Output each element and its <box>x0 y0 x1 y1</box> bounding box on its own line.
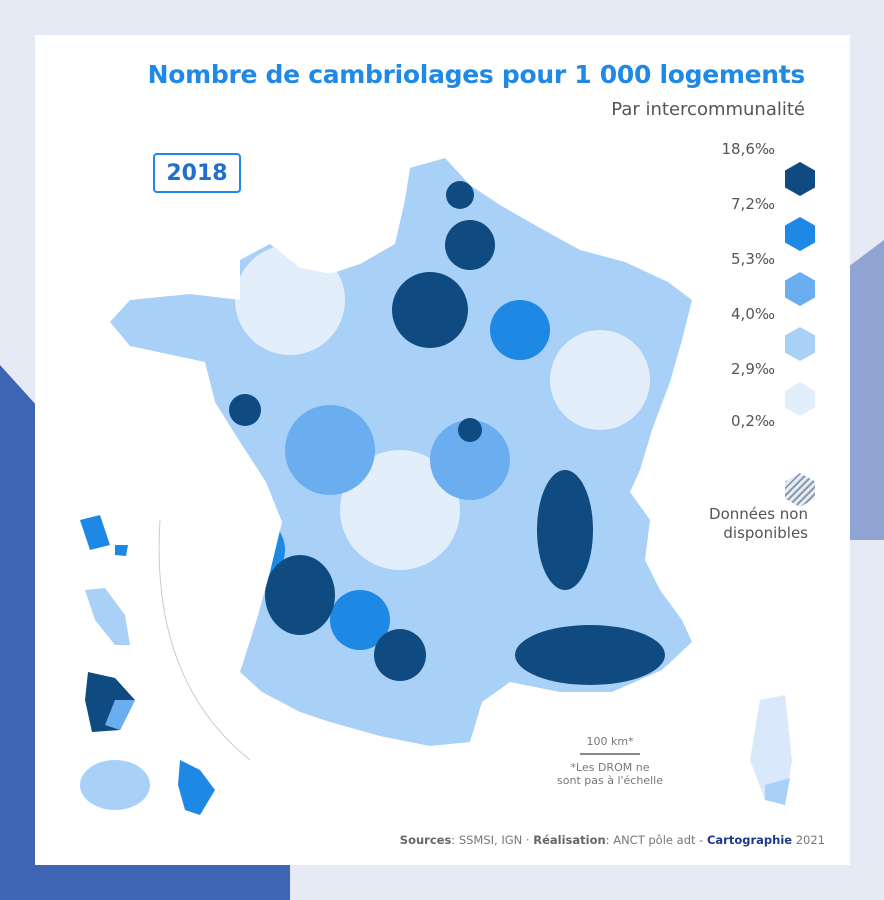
region-dark <box>445 220 495 270</box>
region-bright <box>330 590 390 650</box>
coast-arc <box>158 519 251 761</box>
scale-note: *Les DROM ne <box>570 761 650 774</box>
scale-line <box>580 753 640 755</box>
region-light <box>235 245 345 355</box>
guyane-east <box>105 700 135 730</box>
region-bright <box>490 300 550 360</box>
corsica-south <box>765 778 790 805</box>
region-dark <box>515 625 665 685</box>
la-reunion <box>80 760 150 810</box>
no-data-line: disponibles <box>723 524 808 542</box>
martinique <box>85 588 130 645</box>
region-mid <box>430 420 510 500</box>
scale-note: sont pas à l'échelle <box>557 774 663 787</box>
corsica <box>750 695 792 805</box>
carto-year: 2021 <box>792 833 825 847</box>
legend-break: 7,2‰ <box>731 195 775 213</box>
legend-break: 2,9‰ <box>731 360 775 378</box>
region-dark <box>458 418 482 442</box>
no-data-label: Données non disponibles <box>690 505 808 543</box>
legend-swatch <box>785 217 815 251</box>
guadeloupe <box>80 515 128 556</box>
legend-break: 5,3‰ <box>731 250 775 268</box>
legend-break: 4,0‰ <box>731 305 775 323</box>
no-data-line: Données non <box>709 505 808 523</box>
decorative-side <box>844 240 884 540</box>
realisation-label: Réalisation <box>533 833 606 847</box>
legend-break: 18,6‰ <box>721 140 775 158</box>
region-dark <box>374 629 426 681</box>
sources-credit: Sources: SSMSI, IGN · Réalisation: ANCT … <box>400 833 825 847</box>
legend-break: 0,2‰ <box>731 412 775 430</box>
region-dark <box>229 394 261 426</box>
region-mid <box>285 405 375 495</box>
region-dark <box>446 181 474 209</box>
map-title: Nombre de cambriolages pour 1 000 logeme… <box>147 60 806 89</box>
scale-bar: 100 km* *Les DROM ne sont pas à l'échell… <box>555 735 665 787</box>
year-badge: 2018 <box>153 153 241 193</box>
sources-value: : SSMSI, IGN · <box>451 833 534 847</box>
region-dark <box>392 272 468 348</box>
carto-label: Cartographie <box>706 833 793 847</box>
region-light <box>550 330 650 430</box>
region-dark <box>265 555 335 635</box>
realisation-value: : ANCT pôle adt - <box>605 833 707 847</box>
region-dark <box>537 470 593 590</box>
scale-label: 100 km* <box>586 735 634 748</box>
map-subtitle: Par intercommunalité <box>611 99 805 120</box>
legend-swatch <box>785 162 815 196</box>
region-light <box>340 450 460 570</box>
france-metro <box>110 158 692 746</box>
sources-label: Sources <box>399 833 452 847</box>
mayotte <box>178 760 215 815</box>
